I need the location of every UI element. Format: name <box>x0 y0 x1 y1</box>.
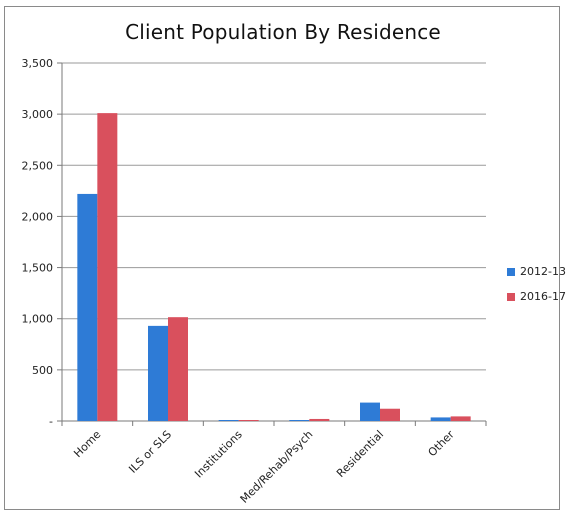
y-tick-label: - <box>49 415 53 428</box>
bar-2016-17-Institutions <box>238 420 259 421</box>
x-tick-label: Other <box>426 428 458 460</box>
bar-2016-17-Residential <box>380 408 400 421</box>
chart-title: Client Population By Residence <box>125 20 441 44</box>
bar-2016-17-Other <box>450 416 471 421</box>
bar-2016-17-ILS or SLS <box>168 317 188 421</box>
x-tick-label: Home <box>71 428 103 460</box>
x-tick-label: ILS or SLS <box>126 428 174 476</box>
y-tick-label: 1,000 <box>22 313 54 326</box>
y-tick-label: 2,500 <box>22 159 54 172</box>
bar-2016-17-Med/Rehab/Psych <box>309 418 330 421</box>
y-tick-label: 2,000 <box>22 210 54 223</box>
bar-2012-13-Other <box>430 417 451 421</box>
axes <box>57 62 487 426</box>
gridlines <box>62 62 486 371</box>
y-tick-label: 3,000 <box>22 108 54 121</box>
legend-swatch-2012-13 <box>507 267 515 276</box>
bar-2012-13-ILS or SLS <box>148 325 168 421</box>
bars <box>77 113 471 422</box>
legend-label-2012-13: 2012-13 <box>520 265 566 278</box>
x-tick-label: Institutions <box>192 428 245 481</box>
legend-item-2016-17: 2016-17 <box>507 290 566 303</box>
bar-2016-17-Home <box>97 113 118 422</box>
bar-2012-13-Institutions <box>218 420 239 421</box>
bar-2012-13-Home <box>77 193 98 421</box>
bar-2012-13-Residential <box>360 402 380 421</box>
y-tick-label: 1,500 <box>22 262 54 275</box>
y-tick-label: 3,500 <box>22 57 54 70</box>
legend-label-2016-17: 2016-17 <box>520 290 566 303</box>
legend-item-2012-13: 2012-13 <box>507 265 566 278</box>
x-tick-label: Med/Rehab/Psych <box>238 428 316 506</box>
x-tick-label: Residential <box>334 428 386 480</box>
y-tick-label: 500 <box>32 364 53 377</box>
bar-2012-13-Med/Rehab/Psych <box>289 420 310 421</box>
legend-swatch-2016-17 <box>507 292 515 301</box>
